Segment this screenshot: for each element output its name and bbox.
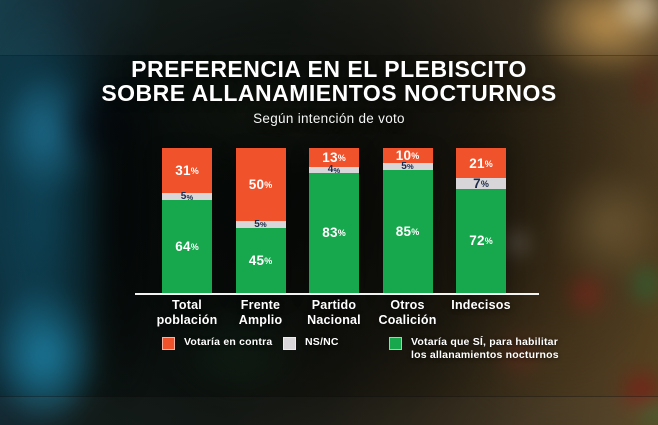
segment-value: 4 xyxy=(327,164,334,176)
segment-votaria-que-si-para-habilitar-los-allanamientos-nocturnos-otros-coalicion: 85% xyxy=(382,169,433,293)
stacked-bar-chart: 31% 5% 64% 50% 5% 45% 13% 4% 83% 10% 5% 85% 21% 7% 72% xyxy=(162,148,506,293)
segment-value: 85 xyxy=(395,223,412,239)
category-label-otros-coalicion: Otros Coalición xyxy=(378,298,436,328)
segment-ns-nc-otros-coalicion: 5% xyxy=(382,160,433,172)
segment-votaria-en-contra-frente-amplio: 50% xyxy=(235,148,286,221)
bar-frente-amplio: 50% 5% 45% xyxy=(235,148,286,293)
bar-partido-nacional: 13% 4% 83% xyxy=(309,148,359,293)
segment-value: 72 xyxy=(469,233,485,249)
category-label-total-poblacion: Total población xyxy=(157,298,218,328)
category-label-text: Total población xyxy=(156,298,218,327)
percent-sign: % xyxy=(411,226,420,237)
percent-sign: % xyxy=(333,165,341,175)
segment-value: 7 xyxy=(473,176,481,192)
segment-ns-nc-partido-nacional: 4% xyxy=(309,164,359,176)
segment-votaria-en-contra-partido-nacional: 13% xyxy=(309,148,359,167)
legend-label: Votaría que SÍ, para habilitar los allan… xyxy=(411,336,559,362)
segment-ns-nc-frente-amplio: 5% xyxy=(235,218,286,230)
percent-sign: % xyxy=(480,179,489,190)
category-label-text: Indecisos xyxy=(451,298,511,312)
legend-swatch xyxy=(283,337,296,350)
page-title-line-2: SOBRE ALLANAMIENTOS NOCTURNOS xyxy=(101,79,557,106)
legend-item-ns-nc: NS/NC xyxy=(283,336,339,350)
percent-sign: % xyxy=(337,228,346,239)
segment-value: 31 xyxy=(175,162,191,178)
category-axis: Total población Frente Amplio Partido Naci… xyxy=(157,298,511,328)
segment-votaria-que-si-para-habilitar-los-allanamientos-nocturnos-frente-amplio: 45% xyxy=(235,227,286,293)
legend-item-votaria-que-si-para-habilitar: Votaría que SÍ, para habilitar los allan… xyxy=(389,336,559,362)
category-label-text: Frente Amplio xyxy=(238,298,283,327)
percent-sign: % xyxy=(484,236,493,247)
segment-votaria-que-si-para-habilitar-los-allanamientos-nocturnos-partido-nacional: 83% xyxy=(309,172,359,293)
category-label-partido-nacional: Partido Nacional xyxy=(307,298,361,328)
segment-votaria-que-si-para-habilitar-los-allanamientos-nocturnos-indecisos: 72% xyxy=(456,188,506,293)
segment-votaria-en-contra-total-poblacion: 31% xyxy=(162,148,212,193)
legend-label: Votaría en contra xyxy=(184,336,273,348)
segment-ns-nc-indecisos: 7% xyxy=(456,176,506,192)
segment-votaria-en-contra-indecisos: 21% xyxy=(456,148,506,179)
header: PREFERENCIA EN EL PLEBISCITO SOBRE ALLAN… xyxy=(0,56,658,126)
segment-value: 50 xyxy=(248,176,265,192)
percent-sign: % xyxy=(411,150,420,161)
category-label-indecisos: Indecisos xyxy=(451,298,510,328)
segment-value: 83 xyxy=(322,225,338,241)
segment-value: 45 xyxy=(248,252,265,268)
segment-value: 13 xyxy=(322,149,338,165)
axis-baseline xyxy=(135,293,539,295)
segment-votaria-que-si-para-habilitar-los-allanamientos-nocturnos-total-poblacion: 64% xyxy=(162,200,212,293)
bar-otros-coalicion: 10% 5% 85% xyxy=(382,147,433,293)
segment-value: 5 xyxy=(254,218,261,230)
legend-label: NS/NC xyxy=(305,336,339,348)
percent-sign: % xyxy=(337,152,346,163)
percent-sign: % xyxy=(190,242,199,253)
segment-value: 21 xyxy=(469,155,485,171)
segment-votaria-en-contra-otros-coalicion: 10% xyxy=(382,147,433,163)
segment-ns-nc-total-poblacion: 5% xyxy=(162,191,212,203)
percent-sign: % xyxy=(264,255,273,266)
legend-swatch xyxy=(162,337,175,350)
legend: Votaría en contra NS/NC Votaría que SÍ, pa… xyxy=(0,336,658,370)
segment-value: 5 xyxy=(180,191,187,203)
percent-sign: % xyxy=(186,192,194,202)
percent-sign: % xyxy=(264,179,273,190)
category-label-frente-amplio: Frente Amplio xyxy=(236,298,286,328)
bar-total-poblacion: 31% 5% 64% xyxy=(162,148,212,293)
percent-sign: % xyxy=(484,158,493,169)
segment-value: 10 xyxy=(395,147,412,163)
bar-indecisos: 21% 7% 72% xyxy=(456,148,506,293)
chart-subtitle: Según intención de voto xyxy=(253,111,405,126)
percent-sign: % xyxy=(260,220,267,230)
percent-sign: % xyxy=(407,162,414,172)
segment-value: 5 xyxy=(401,160,408,172)
category-label-text: Partido Nacional xyxy=(307,298,361,327)
percent-sign: % xyxy=(190,165,199,176)
segment-value: 64 xyxy=(175,239,191,255)
page-title-line-1: PREFERENCIA EN EL PLEBISCITO xyxy=(131,56,527,82)
legend-item-votaria-en-contra: Votaría en contra xyxy=(162,336,272,350)
category-label-text: Otros Coalición xyxy=(378,298,437,327)
legend-swatch xyxy=(389,337,402,350)
